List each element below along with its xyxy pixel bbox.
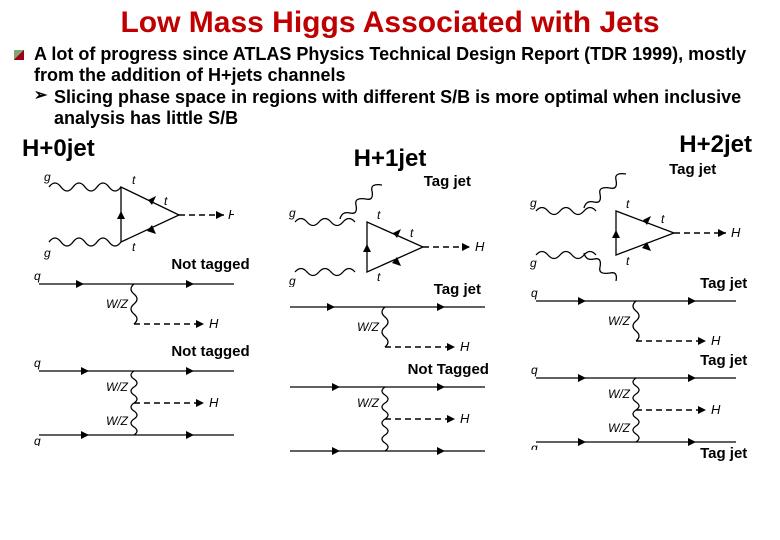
diagram-vh-2q: Not tagged q q W/Z W/Z H — [34, 351, 244, 446]
svg-text:t: t — [377, 208, 381, 222]
tag-label: Not Tagged — [408, 361, 489, 378]
svg-text:g: g — [44, 246, 51, 260]
svg-text:W/Z: W/Z — [357, 396, 380, 410]
svg-text:t: t — [626, 197, 630, 211]
svg-text:t: t — [661, 212, 665, 226]
svg-text:g: g — [530, 256, 537, 270]
svg-text:H: H — [460, 339, 470, 354]
svg-text:t: t — [164, 194, 168, 208]
svg-text:q: q — [34, 356, 41, 370]
bullet-sub: Slicing phase space in regions with diff… — [34, 87, 756, 128]
diagram-columns: H+0jet g g t t t — [0, 129, 780, 461]
tag-label: Not tagged — [171, 343, 249, 360]
svg-text:W/Z: W/Z — [106, 297, 129, 311]
svg-text:W/Z: W/Z — [106, 414, 129, 428]
svg-text:H: H — [711, 333, 721, 348]
svg-text:H: H — [209, 395, 219, 410]
diagram-vh-1q: Tag jet W/Z H — [285, 289, 495, 367]
svg-text:g: g — [289, 206, 296, 220]
diagram-ggf-2jet: Tag jet g g t t t H — [526, 163, 756, 281]
diagram-ggf: g g t t t H — [44, 167, 234, 262]
column-h1jet: H+1jet Tag jet g g t t t — [269, 135, 510, 461]
svg-text:g: g — [530, 196, 537, 210]
svg-text:q: q — [531, 363, 538, 377]
svg-text:W/Z: W/Z — [357, 320, 380, 334]
col-header: H+2jet — [679, 131, 752, 159]
tag-label: Tag jet — [434, 281, 481, 298]
svg-text:W/Z: W/Z — [608, 314, 631, 328]
svg-text:H: H — [711, 402, 721, 417]
tag-label: Not tagged — [171, 256, 249, 273]
svg-text:q: q — [531, 441, 538, 450]
svg-text:H: H — [228, 207, 234, 222]
svg-text:t: t — [132, 173, 136, 187]
column-h2jet: H+2jet Tag jet g g t t — [521, 135, 762, 461]
column-h0jet: H+0jet g g t t t — [18, 135, 259, 461]
svg-text:W/Z: W/Z — [106, 380, 129, 394]
diagram-vh-1q: Not tagged q W/Z H — [34, 264, 244, 349]
page-title: Low Mass Higgs Associated with Jets — [0, 0, 780, 44]
diagram-vh-2q: Tag jet Tag jet q q W/Z W/Z H — [531, 360, 751, 450]
svg-text:g: g — [289, 274, 296, 287]
svg-text:H: H — [460, 411, 470, 426]
svg-text:H: H — [209, 316, 219, 331]
col-header: H+1jet — [354, 145, 427, 173]
diagram-vh-1q: Tag jet q W/Z H — [531, 283, 751, 358]
tag-label: Tag jet — [669, 161, 716, 178]
tag-label: Tag jet — [424, 173, 471, 190]
svg-text:t: t — [626, 254, 630, 268]
svg-text:W/Z: W/Z — [608, 387, 631, 401]
svg-text:q: q — [34, 269, 41, 283]
col-header: H+0jet — [22, 135, 95, 163]
tag-label: Tag jet — [700, 445, 747, 462]
diagram-vh-2q: Not Tagged W/Z H — [285, 369, 495, 459]
bullet-main: A lot of progress since ATLAS Physics Te… — [34, 44, 756, 85]
tag-label: Tag jet — [700, 352, 747, 369]
svg-text:t: t — [377, 270, 381, 284]
svg-text:H: H — [731, 225, 741, 240]
svg-text:t: t — [410, 226, 414, 240]
svg-text:W/Z: W/Z — [608, 421, 631, 435]
svg-text:q: q — [531, 286, 538, 300]
svg-text:H: H — [475, 239, 485, 254]
svg-text:t: t — [132, 240, 136, 254]
bullet-block: A lot of progress since ATLAS Physics Te… — [0, 44, 780, 129]
svg-text:g: g — [44, 170, 51, 184]
diagram-ggf-1jet: Tag jet g g t t t H — [285, 177, 495, 287]
svg-text:q: q — [34, 434, 41, 446]
tag-label: Tag jet — [700, 275, 747, 292]
